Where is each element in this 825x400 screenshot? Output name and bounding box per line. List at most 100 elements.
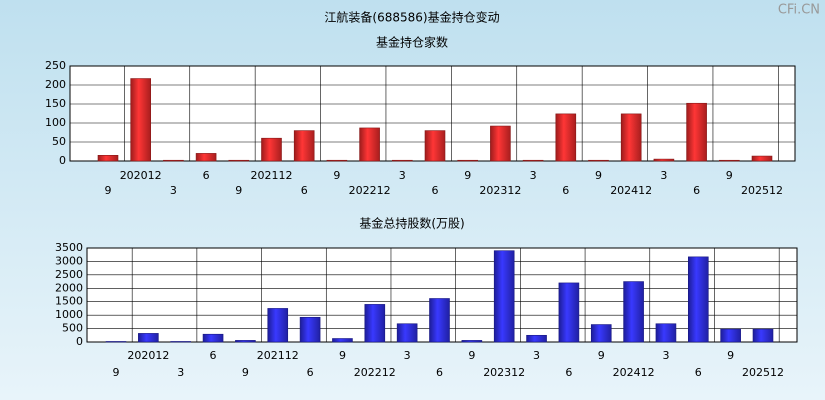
x-tick-label: 3 (662, 349, 669, 362)
bar (97, 155, 119, 162)
chart-title: 基金持仓家数 (376, 35, 448, 50)
page-title: 江航装备(688586)基金持仓变动 (324, 10, 499, 25)
bar (522, 159, 544, 162)
bar (299, 316, 321, 343)
bar (364, 304, 386, 343)
x-tick-label: 202512 (741, 184, 783, 197)
x-tick-label: 3 (399, 169, 406, 182)
bar (332, 338, 353, 343)
bar (686, 102, 707, 162)
x-tick-label: 3 (533, 349, 540, 362)
x-tick-label: 6 (210, 349, 217, 362)
x-tick-label: 6 (307, 366, 314, 379)
y-tick-label: 3500 (55, 241, 83, 254)
bar (170, 341, 191, 343)
x-tick-label: 9 (598, 349, 605, 362)
x-tick-label: 9 (105, 184, 112, 197)
x-tick-label: 202312 (483, 366, 525, 379)
bar (195, 153, 217, 162)
bar (590, 324, 612, 343)
x-tick-label: 202412 (610, 184, 652, 197)
bar (138, 333, 159, 343)
bar (326, 159, 348, 162)
y-tick-label: 250 (45, 59, 66, 72)
x-tick-label: 202112 (251, 169, 293, 182)
y-tick-label: 3000 (55, 254, 83, 267)
bar (396, 323, 418, 343)
bar (751, 155, 773, 162)
bar (588, 159, 609, 162)
y-tick-label: 0 (76, 335, 83, 348)
x-tick-label: 202512 (742, 366, 784, 379)
x-tick-label: 9 (333, 169, 340, 182)
bar (267, 308, 289, 343)
y-tick-label: 200 (45, 78, 66, 91)
y-tick-label: 2000 (55, 281, 83, 294)
x-tick-label: 6 (565, 366, 572, 379)
bar (359, 127, 380, 162)
bar (490, 125, 511, 162)
bar (130, 78, 151, 162)
x-tick-label: 9 (464, 169, 471, 182)
bar (235, 340, 256, 343)
bar (720, 328, 741, 343)
x-tick-label: 6 (436, 366, 443, 379)
bar (429, 298, 450, 343)
bar (293, 130, 315, 162)
chart-title: 基金总持股数(万股) (359, 216, 464, 231)
x-tick-label: 3 (530, 169, 537, 182)
x-tick-label: 6 (301, 184, 308, 197)
bar (391, 159, 413, 162)
x-tick-label: 9 (468, 349, 475, 362)
bar (752, 328, 774, 343)
x-tick-label: 9 (235, 184, 242, 197)
y-tick-label: 1000 (55, 308, 83, 321)
x-tick-label: 6 (432, 184, 439, 197)
x-tick-label: 6 (695, 366, 702, 379)
x-tick-label: 6 (693, 184, 700, 197)
x-tick-label: 9 (595, 169, 602, 182)
y-tick-label: 0 (59, 154, 66, 167)
x-tick-label: 202212 (354, 366, 396, 379)
x-tick-label: 9 (113, 366, 120, 379)
x-tick-label: 9 (339, 349, 346, 362)
x-tick-label: 9 (726, 169, 733, 182)
bar (623, 281, 644, 343)
bar (461, 340, 483, 343)
bar (163, 159, 184, 162)
x-tick-label: 3 (660, 169, 667, 182)
x-tick-label: 202012 (127, 349, 169, 362)
bar (457, 159, 479, 162)
watermark: CFi.CN (778, 3, 820, 18)
bar (620, 113, 642, 162)
x-tick-label: 9 (242, 366, 249, 379)
x-tick-label: 3 (404, 349, 411, 362)
bar (424, 130, 446, 162)
bar (526, 334, 547, 343)
x-tick-label: 202012 (120, 169, 162, 182)
y-tick-label: 100 (45, 116, 66, 129)
y-tick-label: 2500 (55, 268, 83, 281)
x-tick-label: 202112 (257, 349, 299, 362)
x-tick-label: 202312 (479, 184, 521, 197)
y-tick-label: 150 (45, 97, 66, 110)
bar (718, 159, 740, 162)
x-tick-label: 202412 (613, 366, 655, 379)
x-tick-label: 9 (727, 349, 734, 362)
bar (555, 113, 577, 162)
bar (261, 137, 282, 162)
bar (105, 341, 127, 343)
x-tick-label: 3 (170, 184, 177, 197)
x-tick-label: 6 (203, 169, 210, 182)
y-tick-label: 50 (52, 135, 66, 148)
bar (493, 250, 515, 343)
bar (655, 323, 677, 343)
bar (687, 256, 709, 343)
bar (228, 159, 250, 162)
bar (202, 333, 224, 343)
x-tick-label: 202212 (349, 184, 391, 197)
x-tick-label: 6 (562, 184, 569, 197)
y-tick-label: 500 (62, 322, 83, 335)
x-tick-label: 3 (177, 366, 184, 379)
